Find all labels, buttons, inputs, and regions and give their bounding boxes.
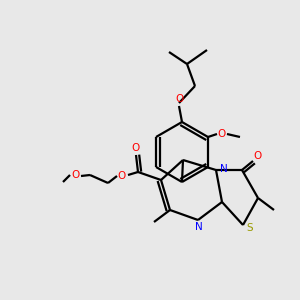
Text: O: O	[254, 151, 262, 161]
Text: O: O	[118, 171, 126, 181]
Text: S: S	[247, 223, 253, 233]
Text: O: O	[218, 129, 226, 139]
Text: N: N	[220, 164, 228, 174]
Text: O: O	[132, 143, 140, 153]
Text: O: O	[175, 94, 183, 104]
Text: N: N	[195, 222, 203, 232]
Text: O: O	[71, 170, 79, 180]
